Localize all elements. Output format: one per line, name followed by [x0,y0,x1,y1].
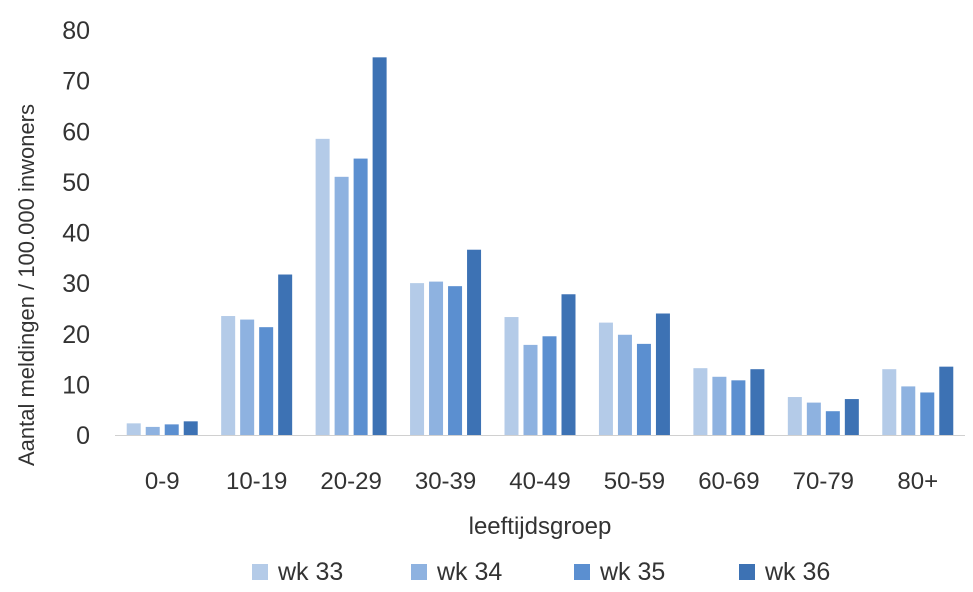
x-tick-label: 70-79 [793,468,854,495]
bar-wk-36-0-9 [183,421,198,435]
x-tick-label: 80+ [897,468,938,495]
bar-wk-36-10-19 [278,274,293,435]
bar-wk-36-80+ [939,366,954,435]
bar-wk-33-10-19 [221,316,236,435]
bar-wk-35-50-59 [636,343,651,435]
bars [126,57,954,436]
bar-wk-34-20-29 [334,176,349,435]
y-tick-label: 10 [62,371,90,399]
legend-item: wk 33 [252,556,343,588]
bar-wk-35-30-39 [448,286,463,435]
bar-wk-35-20-29 [353,158,368,435]
bar-wk-34-80+ [901,386,916,435]
y-axis-label: Aantal meldingen / 100.000 inwoners [14,104,39,466]
bar-wk-33-30-39 [410,283,425,435]
legend-label: wk 36 [765,557,831,586]
x-tick-label: 0-9 [145,468,180,495]
y-tick-label: 40 [62,220,90,248]
bar-wk-34-40-49 [523,344,538,435]
legend-item: wk 34 [411,556,502,588]
y-axis-ticks: 0 10 20 30 40 50 60 70 80 [62,17,90,450]
legend-item: wk 35 [574,556,665,588]
bar-wk-35-10-19 [259,327,274,435]
x-tick-label: 20-29 [320,468,381,495]
bar-wk-34-70-79 [806,402,821,435]
legend-swatch [252,564,268,580]
y-tick-label: 50 [62,169,90,197]
bar-wk-33-50-59 [598,322,613,435]
bar-wk-33-0-9 [126,423,141,435]
y-tick-label: 60 [62,118,90,146]
x-tick-label: 30-39 [415,468,476,495]
bar-chart: 0 10 20 30 40 50 60 70 80 0-9 10-19 20-29 30-39 40-4… [14,17,965,540]
y-tick-label: 70 [62,68,90,96]
y-tick-label: 0 [76,422,90,450]
legend-swatch [574,564,590,580]
bar-wk-33-80+ [882,369,897,435]
bar-wk-36-70-79 [844,399,859,435]
bar-wk-33-20-29 [315,138,330,435]
x-tick-label: 40-49 [509,468,570,495]
bar-wk-36-30-39 [467,249,482,435]
bar-wk-34-10-19 [240,319,255,435]
bar-wk-34-50-59 [617,334,632,435]
bar-wk-33-40-49 [504,317,519,435]
y-tick-label: 80 [62,17,90,45]
legend-label: wk 34 [437,557,503,586]
bar-wk-33-70-79 [787,397,802,435]
bar-wk-35-40-49 [542,336,557,435]
legend-label: wk 33 [278,557,344,586]
bar-wk-35-60-69 [731,380,746,435]
y-tick-label: 20 [62,321,90,349]
bar-wk-33-60-69 [693,368,708,435]
y-tick-label: 30 [62,270,90,298]
x-axis-label: leeftijdsgroep [469,513,612,540]
bar-wk-36-20-29 [372,57,387,436]
bar-wk-34-0-9 [145,426,160,435]
x-tick-label: 60-69 [698,468,759,495]
x-axis-ticks: 0-9 10-19 20-29 30-39 40-49 50-59 60-69 70-79 80… [145,468,938,495]
bar-wk-34-60-69 [712,376,727,435]
legend: wk 33 wk 34 wk 35 wk 36 [0,556,973,588]
bar-wk-34-30-39 [429,281,444,435]
x-tick-label: 10-19 [226,468,287,495]
legend-label: wk 35 [600,557,666,586]
bar-wk-36-50-59 [655,313,670,435]
bar-wk-35-0-9 [164,424,179,435]
legend-swatch [739,564,755,580]
bar-wk-36-60-69 [750,369,765,435]
legend-swatch [411,564,427,580]
bar-wk-36-40-49 [561,294,576,435]
x-tick-label: 50-59 [604,468,665,495]
bar-wk-35-70-79 [825,411,840,435]
legend-item: wk 36 [739,556,830,588]
bar-wk-35-80+ [920,392,935,435]
